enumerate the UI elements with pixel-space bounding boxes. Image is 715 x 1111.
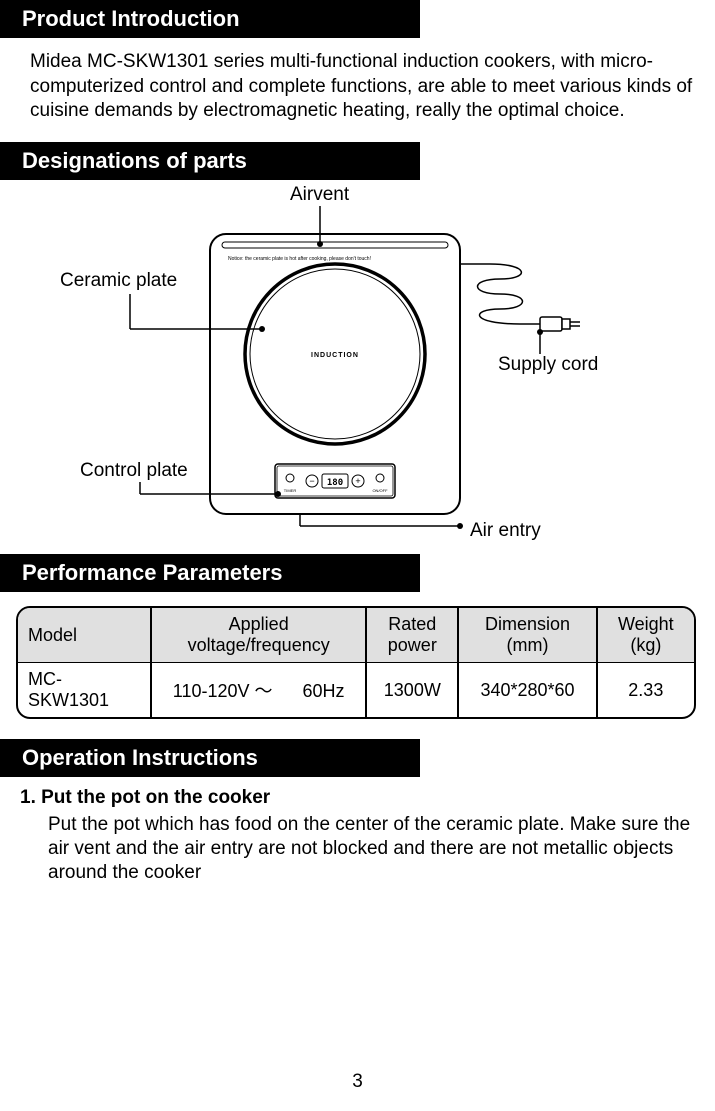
cell-power: 1300W <box>366 663 458 718</box>
params-table: Model Applied voltage/frequency Rated po… <box>16 606 696 719</box>
diagram-svg: Notice: the ceramic plate is hot after c… <box>0 184 715 554</box>
section-header-params: Performance Parameters <box>0 554 420 592</box>
table-row: MC-SKW1301 110-120V ～ 60Hz 1300W 340*280… <box>18 663 694 718</box>
svg-text:+: + <box>355 476 360 486</box>
induction-text: INDUCTION <box>311 352 359 359</box>
table-header-row: Model Applied voltage/frequency Rated po… <box>18 608 694 663</box>
col-header-power: Rated power <box>366 608 458 663</box>
cell-model: MC-SKW1301 <box>18 663 151 718</box>
intro-body-text: Midea MC-SKW1301 series multi-functional… <box>0 38 715 142</box>
col-header-dimension: Dimension (mm) <box>458 608 596 663</box>
col-header-voltage: Applied voltage/frequency <box>151 608 366 663</box>
section-header-operation: Operation Instructions <box>0 739 420 777</box>
col-header-model: Model <box>18 608 151 663</box>
op-step1-title: 1. Put the pot on the cooker <box>20 787 695 809</box>
panel-timer-label: TIMER <box>284 488 297 493</box>
section-header-parts: Designations of parts <box>0 142 420 180</box>
section-header-intro: Product Introduction <box>0 0 420 38</box>
op-step1-body: Put the pot which has food on the center… <box>20 813 695 884</box>
cell-dimension: 340*280*60 <box>458 663 596 718</box>
parts-diagram: Airvent Ceramic plate Supply cord Contro… <box>0 184 715 554</box>
panel-onoff-label: ON/OFF <box>372 488 388 493</box>
svg-text:−: − <box>309 476 314 486</box>
cell-weight: 2.33 <box>597 663 694 718</box>
cell-voltage: 110-120V ～ 60Hz <box>151 663 366 718</box>
operation-list: 1. Put the pot on the cooker Put the pot… <box>0 777 715 884</box>
panel-display: 180 <box>327 478 343 488</box>
notice-text: Notice: the ceramic plate is hot after c… <box>228 256 371 262</box>
page-number: 3 <box>0 1071 715 1093</box>
col-header-weight: Weight (kg) <box>597 608 694 663</box>
